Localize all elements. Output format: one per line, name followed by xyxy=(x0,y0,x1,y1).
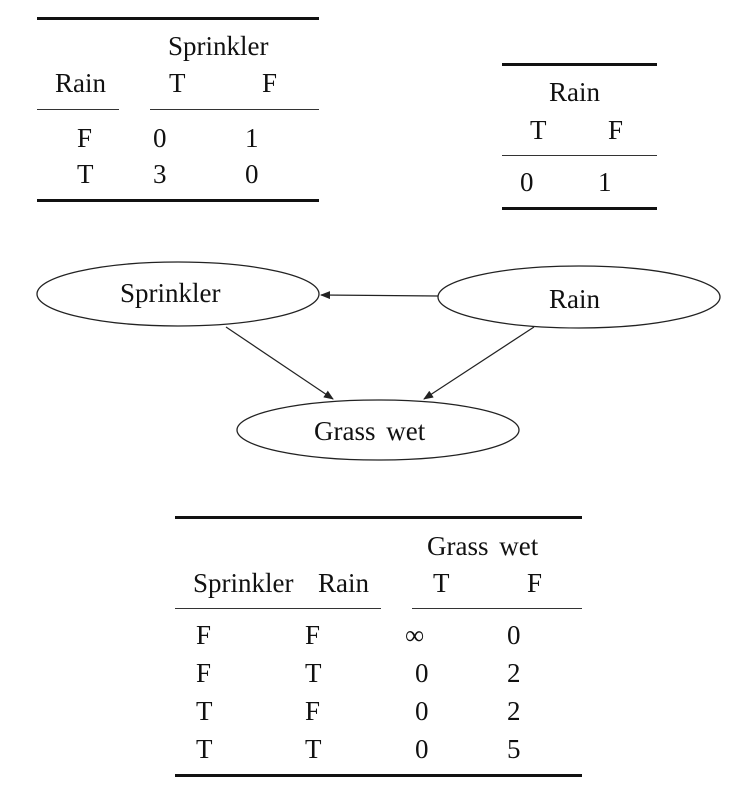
edge-sprinkler-to-grass xyxy=(225,326,334,400)
grass-node-label: Grass wet xyxy=(314,416,426,446)
rain-cpt-bottom-rule xyxy=(502,207,657,210)
grass-cpt-col-t: T xyxy=(433,568,450,598)
sprinkler-cpt-row-1-label: T xyxy=(77,159,94,189)
sprinkler-cpt-top-rule xyxy=(37,17,319,20)
grass-cpt-top-rule xyxy=(175,516,582,519)
rain-node-label: Rain xyxy=(549,284,600,314)
rain-cpt-val-t: 0 xyxy=(520,167,534,197)
grass-cpt-row-2-rain: F xyxy=(305,696,321,726)
grass-cpt-bottom-rule xyxy=(175,774,582,777)
sprinkler-cpt-row-var: Rain xyxy=(55,68,106,98)
sprinkler-cpt-row-1-val-t: 3 xyxy=(153,159,167,189)
edge-rain-to-sprinkler xyxy=(320,291,439,300)
grass-cpt-row-3-rain: T xyxy=(305,734,322,764)
sprinkler-cpt-bottom-rule xyxy=(37,199,319,202)
grass-cpt-row-var-rain: Rain xyxy=(318,568,369,598)
sprinkler-cpt-row-0-label: F xyxy=(77,123,93,153)
sprinkler-node-label: Sprinkler xyxy=(120,278,221,308)
rain-cpt-top-rule xyxy=(502,63,657,66)
grass-cpt-row-2-sprinkler: T xyxy=(196,696,213,726)
grass-cpt-row-2-val-t: 0 xyxy=(415,696,429,726)
grass-cpt-row-3-val-t: 0 xyxy=(415,734,429,764)
rain-cpt-val-f: 1 xyxy=(598,167,612,197)
grass-cpt-row-0-rain: F xyxy=(305,620,321,650)
sprinkler-cpt-row-0-val-t: 0 xyxy=(153,123,167,153)
rain-cpt-group-header: Rain xyxy=(549,77,600,107)
grass-cpt-row-1-rain: T xyxy=(305,658,322,688)
sprinkler-cpt-row-1-val-f: 0 xyxy=(245,159,259,189)
grass-cpt-row-0-sprinkler: F xyxy=(196,620,212,650)
sprinkler-cpt-col-t: T xyxy=(169,68,186,98)
sprinkler-cpt-group-header: Sprinkler xyxy=(168,31,269,61)
grass-cpt-row-1-val-t: 0 xyxy=(415,658,429,688)
grass-cpt-row-3-sprinkler: T xyxy=(196,734,213,764)
grass-cpt-row-3-val-f: 5 xyxy=(507,734,521,764)
grass-cpt-mid-rule-right xyxy=(412,608,582,609)
grass-cpt-row-2-val-f: 2 xyxy=(507,696,521,726)
sprinkler-cpt-row-0-val-f: 1 xyxy=(245,123,259,153)
sprinkler-cpt-col-f: F xyxy=(262,68,278,98)
sprinkler-cpt-mid-rule-left xyxy=(37,109,119,110)
sprinkler-cpt-mid-rule-right xyxy=(150,109,319,110)
edge-rain-to-grass xyxy=(423,326,535,400)
grass-node-shape xyxy=(236,399,520,461)
rain-cpt-col-t: T xyxy=(530,115,547,145)
grass-cpt-mid-rule-left xyxy=(175,608,381,609)
grass-cpt-row-1-val-f: 2 xyxy=(507,658,521,688)
sprinkler-node-shape xyxy=(36,261,320,327)
rain-cpt-col-f: F xyxy=(608,115,624,145)
rain-cpt-mid-rule xyxy=(502,155,657,156)
grass-cpt-col-f: F xyxy=(527,568,543,598)
grass-cpt-row-1-sprinkler: F xyxy=(196,658,212,688)
grass-cpt-row-0-val-t: ∞ xyxy=(405,620,425,650)
grass-cpt-group-header: Grass wet xyxy=(427,531,539,561)
rain-node-shape xyxy=(437,265,721,329)
grass-cpt-row-0-val-f: 0 xyxy=(507,620,521,650)
grass-cpt-row-var-sprinkler: Sprinkler xyxy=(193,568,294,598)
